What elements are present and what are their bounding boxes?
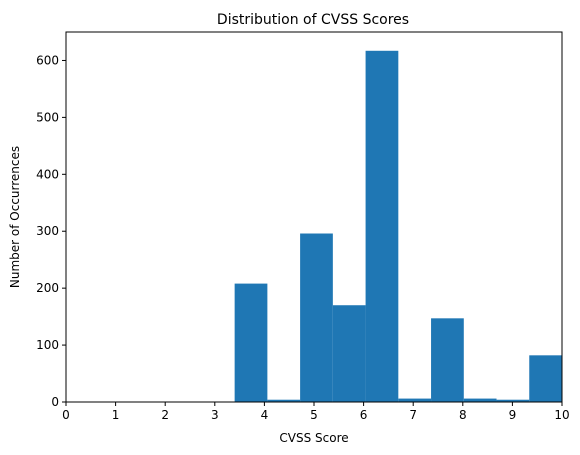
x-tick-label: 4 (261, 408, 269, 422)
y-axis-label: Number of Occurrences (8, 146, 22, 288)
x-tick-label: 5 (310, 408, 318, 422)
histogram-bar (529, 355, 562, 402)
histogram-bar (234, 283, 268, 402)
histogram-bar (496, 399, 530, 402)
histogram-bar (365, 50, 399, 403)
histogram-bar (332, 305, 366, 402)
bars-group (234, 50, 562, 403)
y-tick-label: 600 (36, 53, 59, 67)
x-axis-label: CVSS Score (279, 431, 348, 445)
y-tick-label: 200 (36, 281, 59, 295)
y-tick-label: 0 (51, 395, 59, 409)
histogram-bar (300, 233, 333, 402)
y-tick-label: 400 (36, 167, 59, 181)
x-tick-label: 7 (409, 408, 417, 422)
x-axis-ticks: 0 1 2 3 4 5 6 7 8 9 10 (62, 402, 570, 422)
histogram-bar (431, 318, 464, 402)
y-tick-label: 100 (36, 338, 59, 352)
x-tick-label: 3 (211, 408, 219, 422)
y-tick-label: 300 (36, 224, 59, 238)
x-tick-label: 10 (554, 408, 569, 422)
histogram-bar (267, 399, 301, 402)
x-tick-label: 0 (62, 408, 70, 422)
histogram-bar (398, 398, 432, 402)
y-tick-label: 500 (36, 110, 59, 124)
plot-frame (65, 31, 563, 403)
x-tick-label: 1 (112, 408, 120, 422)
x-tick-label: 6 (360, 408, 368, 422)
histogram-bar (463, 398, 497, 402)
x-tick-label: 2 (161, 408, 169, 422)
x-tick-label: 8 (459, 408, 467, 422)
chart-title: Distribution of CVSS Scores (217, 12, 409, 28)
y-axis-ticks: 0 100 200 300 400 500 600 (36, 53, 66, 409)
x-tick-label: 9 (509, 408, 517, 422)
